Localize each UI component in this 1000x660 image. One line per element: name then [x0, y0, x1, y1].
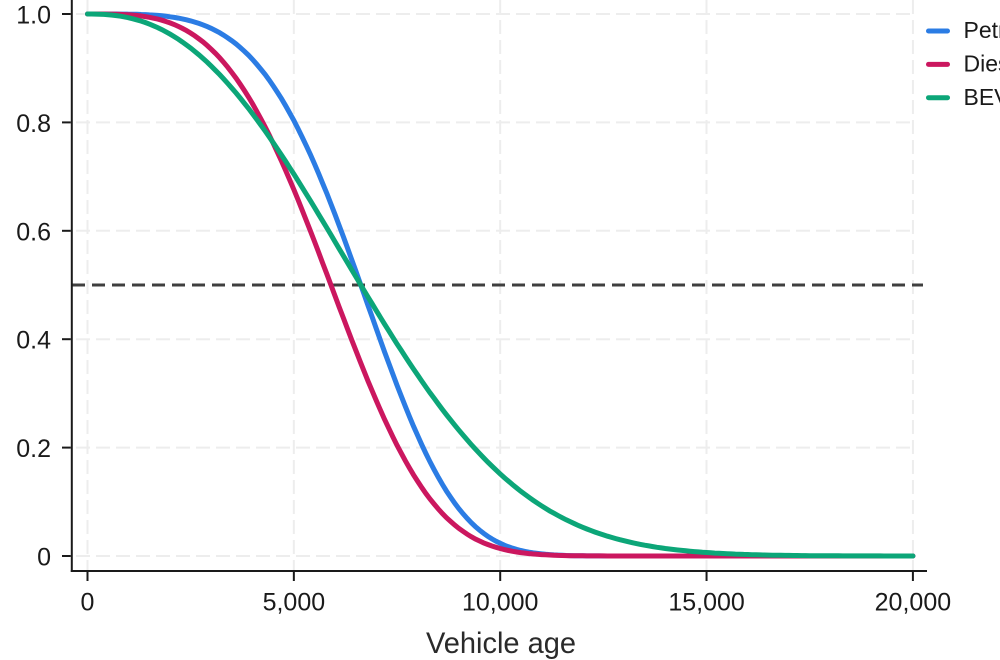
svg-text:0.2: 0.2: [16, 435, 51, 463]
svg-text:Diesel: Diesel: [964, 51, 1000, 77]
svg-text:0: 0: [37, 544, 51, 572]
svg-text:1.0: 1.0: [16, 2, 51, 30]
svg-text:0.6: 0.6: [16, 218, 51, 246]
svg-text:20,000: 20,000: [875, 589, 951, 617]
svg-text:0: 0: [81, 589, 95, 617]
svg-text:0.4: 0.4: [16, 327, 51, 355]
svg-text:Petrol: Petrol: [964, 17, 1000, 43]
svg-text:0.8: 0.8: [16, 110, 51, 138]
svg-text:5,000: 5,000: [263, 589, 326, 617]
svg-text:15,000: 15,000: [668, 589, 744, 617]
svg-text:Vehicle age: Vehicle age: [426, 627, 576, 660]
svg-text:BEV: BEV: [964, 84, 1000, 110]
svg-text:10,000: 10,000: [462, 589, 538, 617]
